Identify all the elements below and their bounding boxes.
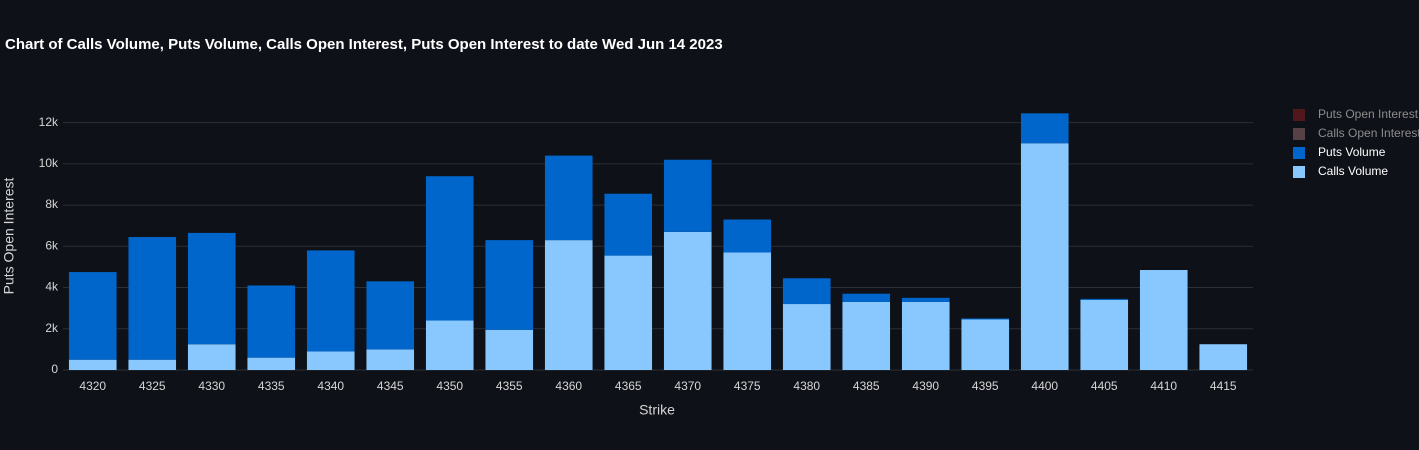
x-tick-label: 4375 xyxy=(734,379,761,393)
bar xyxy=(663,159,712,232)
legend-label: Puts Open Interest xyxy=(1318,107,1419,121)
bar xyxy=(306,351,355,370)
bar xyxy=(604,255,653,370)
x-tick-label: 4395 xyxy=(972,379,999,393)
x-tick-label: 4325 xyxy=(139,379,166,393)
bar xyxy=(1139,270,1188,370)
x-axis-title: Strike xyxy=(639,402,675,418)
bar xyxy=(961,318,1010,320)
bar xyxy=(366,281,415,350)
legend-swatch xyxy=(1293,128,1305,140)
x-tick-label: 4405 xyxy=(1091,379,1118,393)
bar xyxy=(485,329,534,370)
bar xyxy=(782,278,831,305)
bar xyxy=(961,319,1010,370)
bar xyxy=(68,272,117,360)
bar xyxy=(1080,299,1129,370)
bar xyxy=(247,357,296,370)
bar xyxy=(187,344,236,370)
y-tick-label: 4k xyxy=(45,280,59,294)
bar xyxy=(366,349,415,370)
bar xyxy=(1020,113,1069,144)
legend-label: Calls Volume xyxy=(1318,164,1388,178)
bar xyxy=(128,359,177,370)
bar xyxy=(187,232,236,345)
legend-swatch xyxy=(1293,147,1305,159)
bar xyxy=(306,250,355,352)
y-tick-label: 0 xyxy=(51,362,58,376)
x-tick-label: 4410 xyxy=(1150,379,1177,393)
bar xyxy=(842,293,891,302)
bar xyxy=(782,304,831,370)
x-tick-label: 4355 xyxy=(496,379,523,393)
bar xyxy=(842,301,891,370)
y-tick-label: 8k xyxy=(45,197,59,211)
bar xyxy=(1020,143,1069,370)
bar xyxy=(425,176,474,321)
x-tick-label: 4320 xyxy=(79,379,106,393)
x-tick-label: 4385 xyxy=(853,379,880,393)
x-tick-label: 4340 xyxy=(317,379,344,393)
x-tick-label: 4330 xyxy=(198,379,225,393)
bar xyxy=(68,359,117,370)
y-tick-label: 2k xyxy=(45,321,59,335)
bar xyxy=(544,240,593,370)
y-tick-label: 10k xyxy=(39,156,59,170)
x-tick-label: 4335 xyxy=(258,379,285,393)
bar xyxy=(604,193,653,256)
bar xyxy=(1199,344,1248,370)
legend-swatch xyxy=(1293,166,1305,178)
y-axis-title: Puts Open Interest xyxy=(1,178,17,295)
chart-title: Chart of Calls Volume, Puts Volume, Call… xyxy=(5,36,723,53)
bar xyxy=(247,285,296,358)
x-tick-label: 4415 xyxy=(1210,379,1237,393)
x-tick-label: 4350 xyxy=(436,379,463,393)
bar xyxy=(901,301,950,370)
legend-label: Puts Volume xyxy=(1318,145,1386,159)
x-tick-label: 4360 xyxy=(555,379,582,393)
bar xyxy=(485,240,534,330)
x-tick-label: 4345 xyxy=(377,379,404,393)
y-tick-label: 6k xyxy=(45,238,59,252)
x-tick-label: 4400 xyxy=(1031,379,1058,393)
y-tick-label: 12k xyxy=(39,115,59,129)
bar xyxy=(901,297,950,302)
x-tick-label: 4390 xyxy=(912,379,939,393)
bar xyxy=(723,252,772,370)
legend-swatch xyxy=(1293,109,1305,121)
bar xyxy=(723,219,772,253)
bar xyxy=(425,320,474,370)
legend-label: Calls Open Interest xyxy=(1318,126,1419,140)
bar xyxy=(544,155,593,241)
bar xyxy=(128,237,177,360)
bar xyxy=(1080,298,1129,300)
x-tick-label: 4370 xyxy=(674,379,701,393)
x-tick-label: 4365 xyxy=(615,379,642,393)
bar xyxy=(663,231,712,370)
x-tick-label: 4380 xyxy=(793,379,820,393)
